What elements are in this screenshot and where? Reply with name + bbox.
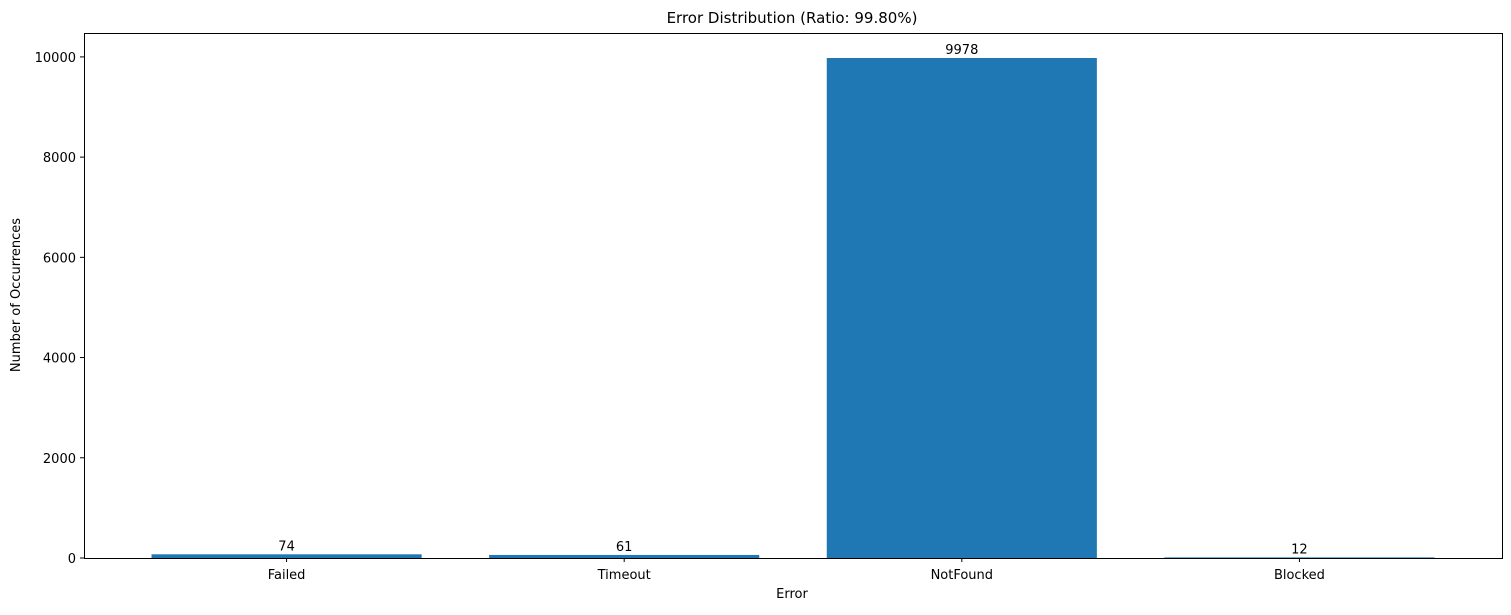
chart-title: Error Distribution (Ratio: 99.80%)	[667, 9, 918, 27]
x-tick-label-failed: Failed	[268, 568, 306, 583]
x-tick-label-blocked: Blocked	[1274, 568, 1325, 583]
bars-layer	[151, 58, 1435, 559]
bar-notfound	[826, 58, 1097, 559]
y-tick-label: 10000	[35, 51, 76, 66]
x-axis-ticks: Failed Timeout NotFound Blocked	[268, 558, 1325, 583]
y-axis-ticks: 0 2000 4000 6000 8000 10000	[35, 51, 84, 567]
data-label-blocked: 12	[1291, 542, 1308, 557]
bar-timeout	[489, 554, 760, 558]
data-label-notfound: 9978	[945, 43, 978, 58]
y-tick-label: 6000	[43, 251, 76, 266]
y-tick-label: 4000	[43, 352, 76, 367]
x-tick-label-timeout: Timeout	[597, 568, 651, 583]
x-tick-label-notfound: NotFound	[931, 568, 993, 583]
plot-frame	[84, 33, 1503, 559]
bar-failed	[151, 554, 422, 558]
data-label-timeout: 61	[616, 540, 633, 555]
data-labels-layer: 74 61 9978 12	[278, 43, 1307, 557]
x-axis-label: Error	[776, 587, 808, 602]
y-axis-label: Number of Occurrences	[9, 218, 24, 372]
y-tick-label: 0	[68, 552, 76, 567]
data-label-failed: 74	[278, 539, 295, 554]
y-tick-label: 2000	[43, 452, 76, 467]
y-tick-label: 8000	[43, 151, 76, 166]
bar-blocked	[1164, 557, 1435, 558]
